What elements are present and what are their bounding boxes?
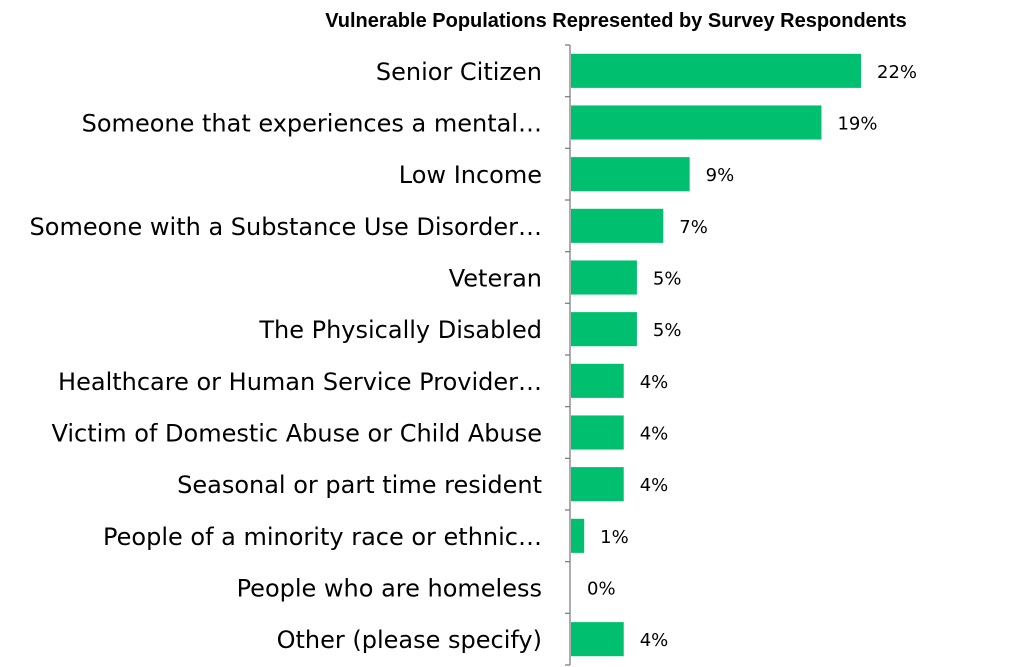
bar [571,467,624,502]
data-label: 5% [653,320,682,341]
bar [571,208,664,243]
bar [571,105,822,140]
data-label: 5% [653,269,682,290]
category-label: Healthcare or Human Service Provider… [58,368,542,396]
category-label: People who are homeless [237,575,542,603]
bar [571,260,637,295]
data-label: 4% [640,424,669,445]
bar [571,157,690,192]
bar [571,518,585,553]
bar [571,312,637,347]
bar [571,53,861,88]
category-label: Senior Citizen [376,58,542,86]
category-label: Other (please specify) [277,626,542,654]
category-label: Low Income [399,161,542,189]
data-label: 4% [640,475,669,496]
category-label: Someone that experiences a mental… [82,110,542,138]
category-label: Someone with a Substance Use Disorder… [30,213,542,241]
category-label: Veteran [449,265,542,293]
bar [571,415,624,450]
data-label: 4% [640,630,669,651]
bar [571,622,624,657]
category-label: The Physically Disabled [258,316,542,344]
category-label: Victim of Domestic Abuse or Child Abuse [51,420,542,448]
data-label: 1% [600,527,629,548]
chart-title: Vulnerable Populations Represented by Su… [325,10,907,32]
data-label: 0% [587,579,616,600]
data-label: 22% [877,62,917,83]
data-label: 9% [706,165,735,186]
bar [571,363,624,398]
data-label: 4% [640,372,669,393]
category-label: Seasonal or part time resident [177,471,542,499]
category-label: People of a minority race or ethnic… [103,523,542,551]
plot-area: Senior Citizen 22% Someone that experience… [30,44,917,666]
data-label: 19% [837,114,877,135]
data-label: 7% [679,217,708,238]
